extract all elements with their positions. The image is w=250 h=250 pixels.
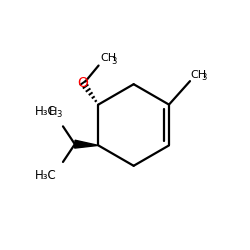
Text: 3: 3 — [57, 110, 62, 120]
Text: H: H — [48, 108, 57, 118]
Text: H₃C: H₃C — [35, 105, 57, 118]
Text: O: O — [78, 76, 88, 90]
Text: 3: 3 — [201, 73, 206, 82]
Text: 3: 3 — [111, 56, 116, 66]
Text: CH: CH — [190, 70, 206, 80]
Text: CH: CH — [100, 53, 116, 63]
Text: H₃C: H₃C — [35, 169, 57, 182]
Polygon shape — [75, 140, 98, 148]
